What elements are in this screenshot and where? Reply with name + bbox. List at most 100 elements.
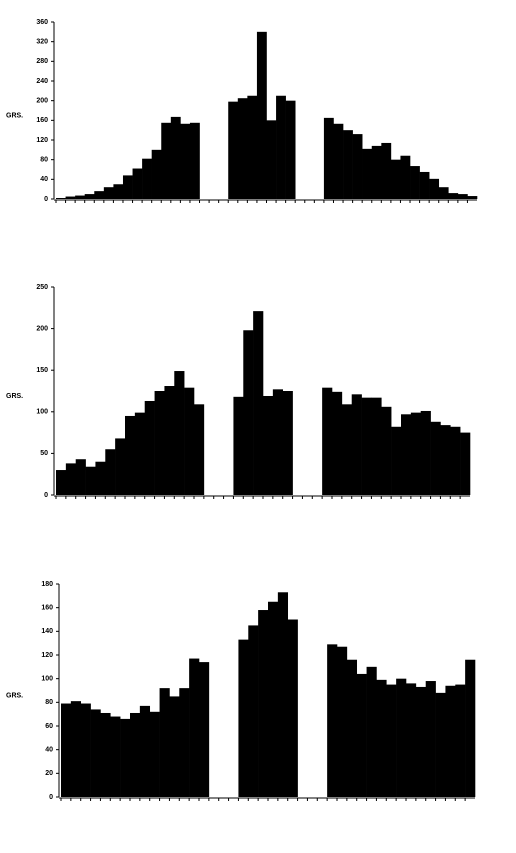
bar [333,123,344,199]
bar [189,122,200,199]
bar [323,117,334,199]
bar [366,666,377,797]
bar [70,701,82,797]
bar [287,619,298,797]
bar [149,711,160,797]
bar [391,426,402,495]
bar [371,397,382,495]
y-tick-label: 360 [36,19,48,26]
y-tick-label: 60 [45,723,53,730]
y-tick-label: 100 [36,409,48,416]
bar [194,404,205,495]
bar [272,389,284,495]
bar [61,703,72,797]
bar [406,683,417,797]
bar [467,196,478,199]
bar [362,148,373,199]
y-tick-label: 0 [44,196,48,203]
bar [90,709,101,797]
bar [322,387,333,495]
y-tick-label: 20 [45,770,53,777]
bar [84,194,95,199]
bar [243,330,254,495]
y-tick-label: 0 [49,794,53,801]
y-tick-label: 50 [40,450,48,457]
bar [233,396,244,495]
bar [103,187,114,199]
bar [332,391,343,495]
y-tick-label: 150 [36,367,48,374]
bar [448,193,459,199]
y-tick-label: 40 [40,176,48,183]
bar [386,684,397,797]
bar [400,155,411,199]
bar [390,159,401,199]
bar [144,400,155,495]
bar [65,196,76,199]
bar [263,395,274,495]
bar [238,639,249,797]
bar [228,101,239,199]
bar [457,194,468,199]
y-tick-label: 180 [41,581,53,588]
bar [75,459,86,495]
bar [248,625,259,797]
y-tick-label: 200 [36,325,48,332]
bar [169,696,180,797]
bar [56,470,67,495]
bar [440,425,451,495]
bar [120,718,131,797]
bar [415,686,427,797]
y-tick-label: 160 [36,117,48,124]
bar [151,149,162,199]
y-tick-label: 80 [45,699,53,706]
bar [105,449,116,495]
y-tick-label: 280 [36,58,48,65]
y-tick-label: 0 [44,492,48,499]
bar [460,432,471,495]
bar [455,684,466,797]
y-tick-label: 120 [36,137,48,144]
bar [361,397,372,495]
bar [56,198,66,199]
bar [94,191,105,199]
bar [371,145,382,199]
bar [110,716,121,797]
y-tick-label: 120 [41,652,53,659]
bar [276,95,286,199]
bar [277,592,289,797]
bar [430,421,441,495]
y-tick-label: 80 [40,157,48,164]
bar [113,184,124,199]
bar [266,120,277,199]
y-tick-label: 240 [36,78,48,85]
bar [80,703,91,797]
bar [450,426,461,495]
y-tick-label: 140 [41,628,53,635]
y-tick-label: 160 [41,605,53,612]
bar [256,31,267,200]
bar [122,175,133,199]
bar [125,415,136,495]
bar [134,412,146,495]
bar [381,406,392,495]
y-axis-label: GRS. [6,692,23,699]
bar [327,644,338,797]
bar [170,116,181,199]
bar [351,394,362,495]
y-axis-label: GRS. [6,393,23,400]
bar [237,98,248,199]
bar [115,438,126,495]
bar [159,688,170,797]
bar [180,123,191,199]
bar [438,187,449,199]
bar [445,685,456,797]
bar [419,171,430,199]
bar [376,679,387,797]
bar [154,391,165,495]
y-tick-label: 100 [41,676,53,683]
bar [352,134,363,199]
y-axis-label: GRS. [6,112,23,119]
